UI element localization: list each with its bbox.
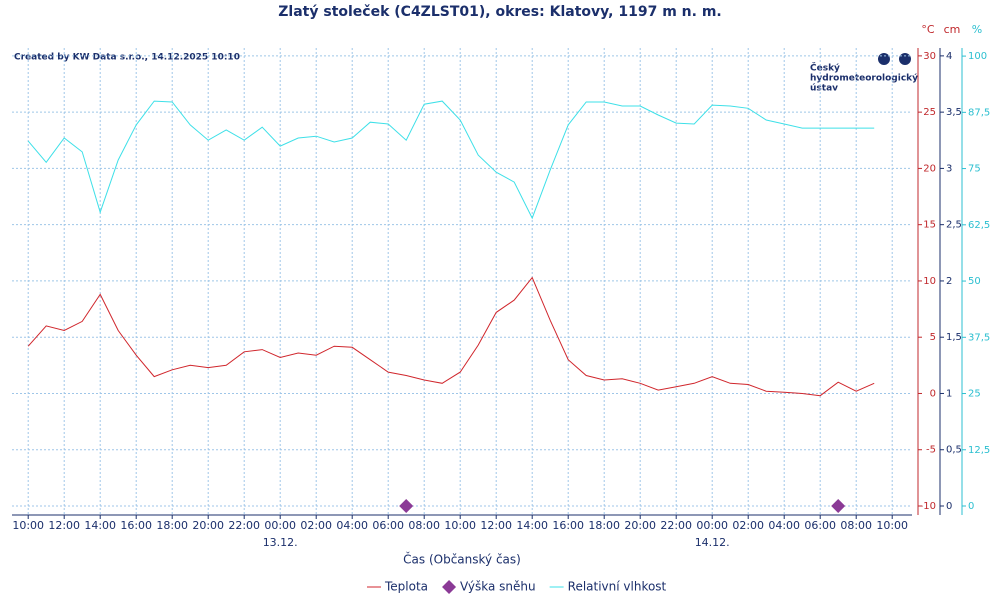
y3-axis-unit: % xyxy=(972,23,982,36)
x-tick-label: 04:00 xyxy=(336,519,368,532)
legend-swatch xyxy=(442,580,457,594)
y-tick-label: 1 xyxy=(946,388,952,399)
y-tick-label: 10 xyxy=(923,276,936,287)
snow-marker xyxy=(831,498,846,513)
x-axis-title: Čas (Občanský čas) xyxy=(403,552,521,567)
y-tick-label: 5 xyxy=(930,332,936,343)
y-axis-unit: °C xyxy=(921,23,935,36)
x-tick-label: 12:00 xyxy=(480,519,512,532)
y-tick-label: 50 xyxy=(968,276,981,287)
y-tick-label: 37,5 xyxy=(968,332,990,343)
credit: Created by KW Data s.r.o., 14.12.2025 10… xyxy=(14,53,240,63)
y-tick-label: 0 xyxy=(930,388,936,399)
legend-label: Relativní vlhkost xyxy=(568,580,667,594)
x-tick-label: 10:00 xyxy=(876,519,908,532)
logo-dot xyxy=(878,53,890,65)
series-line xyxy=(27,276,875,397)
legend-label: Výška sněhu xyxy=(460,580,536,594)
legend-label: Teplota xyxy=(384,580,428,594)
x-tick-label: 20:00 xyxy=(192,519,224,532)
x-tick-label: 08:00 xyxy=(408,519,440,532)
x-tick-label: 00:00 xyxy=(696,519,728,532)
y-tick-label: 62,5 xyxy=(968,220,990,231)
y-tick-label: 75 xyxy=(968,164,981,175)
y-tick-label: 25 xyxy=(923,107,936,118)
x-tick-label: 20:00 xyxy=(624,519,656,532)
logo-text: Český xyxy=(810,62,840,74)
x-tick-label: 18:00 xyxy=(588,519,620,532)
y2-axis-unit: cm xyxy=(944,23,961,36)
x-tick-label: 08:00 xyxy=(840,519,872,532)
y-tick-label: 12,5 xyxy=(968,445,990,456)
y-tick-label: 3 xyxy=(946,163,952,174)
x-tick-label: 10:00 xyxy=(12,519,44,532)
y-tick-label: 3,5 xyxy=(946,107,962,118)
x-tick-label: 12:00 xyxy=(48,519,80,532)
y-tick-label: 30 xyxy=(923,51,936,62)
y-tick-label: 0 xyxy=(946,501,952,512)
y-tick-label: 20 xyxy=(923,163,936,174)
x-tick-label: 02:00 xyxy=(732,519,764,532)
y-tick-label: 2 xyxy=(946,276,952,287)
x-tick-label: 10:00 xyxy=(444,519,476,532)
x-tick-label: 16:00 xyxy=(552,519,584,532)
x-tick-label: 06:00 xyxy=(372,519,404,532)
y-tick-label: 4 xyxy=(946,51,952,62)
y-tick-label: 2,5 xyxy=(946,220,962,231)
x-tick-label: 22:00 xyxy=(228,519,260,532)
date-label: 13.12. xyxy=(263,536,298,549)
snow-marker xyxy=(399,498,414,513)
series-line xyxy=(27,100,875,220)
x-tick-label: 14:00 xyxy=(516,519,548,532)
x-tick-label: 00:00 xyxy=(264,519,296,532)
y-tick-label: 0,5 xyxy=(946,445,962,456)
y-tick-label: 15 xyxy=(923,220,936,231)
logo-text: hydrometeorologický xyxy=(810,74,918,84)
y-tick-label: -5 xyxy=(926,445,936,456)
y-tick-label: 0 xyxy=(968,501,974,512)
y-tick-label: 1,5 xyxy=(946,332,962,343)
x-tick-label: 04:00 xyxy=(768,519,800,532)
y-tick-label: 87,5 xyxy=(968,107,990,118)
y-tick-label: 100 xyxy=(968,51,987,62)
x-tick-label: 02:00 xyxy=(300,519,332,532)
logo-dot xyxy=(899,53,911,65)
logo-text: ústav xyxy=(810,84,838,94)
chart-title: Zlatý stoleček (C4ZLST01), okres: Klatov… xyxy=(278,4,721,20)
date-label: 14.12. xyxy=(695,536,730,549)
y-tick-label: 25 xyxy=(968,389,981,400)
x-tick-label: 18:00 xyxy=(156,519,188,532)
x-tick-label: 16:00 xyxy=(120,519,152,532)
x-tick-label: 14:00 xyxy=(84,519,116,532)
x-tick-label: 06:00 xyxy=(804,519,836,532)
x-tick-label: 22:00 xyxy=(660,519,692,532)
y-tick-label: -10 xyxy=(920,501,936,512)
